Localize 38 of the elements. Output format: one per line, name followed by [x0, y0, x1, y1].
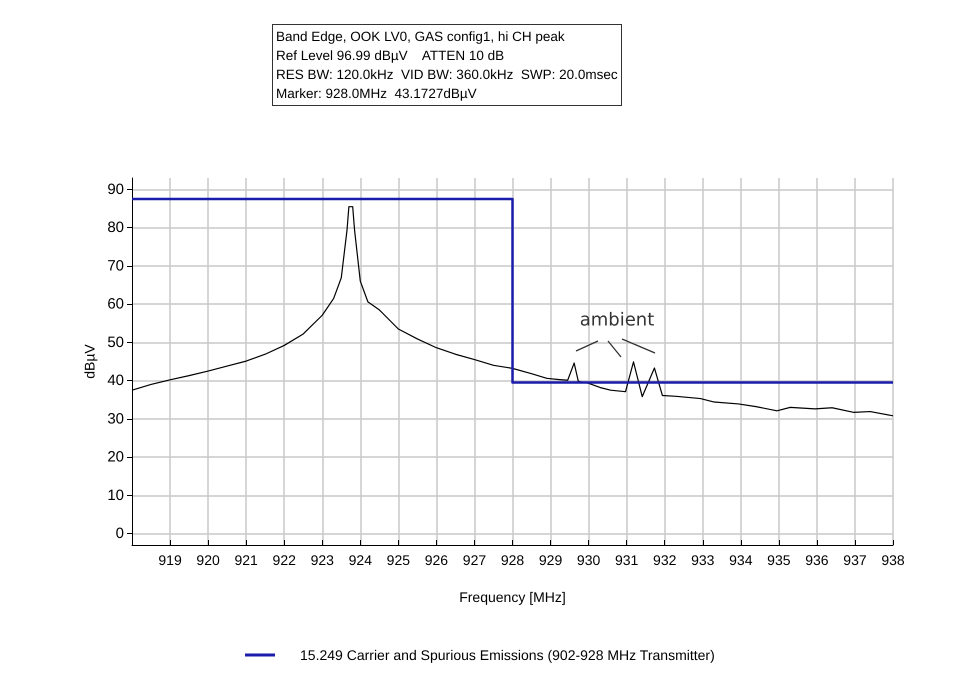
text: RES BW: 120.0kHz VID BW: 360.0kHz SWP: 20.0msec [276, 66, 618, 84]
x-tick-label: 919 [158, 552, 182, 568]
y-tick-label: 30 [107, 410, 124, 428]
x-tick-label: 932 [653, 552, 677, 568]
y-tick-label: 0 [116, 525, 124, 542]
x-tick-label: 937 [843, 552, 867, 568]
x-tick-label: 929 [538, 552, 562, 568]
x-tick-label: 928 [500, 552, 524, 568]
y-tick-label: 50 [107, 334, 124, 351]
legend-label: 15.249 Carrier and Spurious Emissions (902-928 MHz Transmitter) [300, 647, 715, 663]
x-tick-label: 930 [576, 552, 600, 568]
x-tick-label: 923 [310, 552, 334, 568]
x-tick-label: 933 [691, 552, 715, 568]
x-tick-label: 927 [462, 552, 486, 568]
x-tick-label: 920 [196, 552, 220, 568]
x-tick-label: 921 [234, 552, 258, 568]
x-tick-label: 938 [881, 552, 905, 568]
x-tick-label: 922 [272, 552, 296, 568]
y-tick-label: 70 [107, 257, 124, 274]
y-tick-label: 90 [107, 180, 124, 198]
text: Band Edge, OOK LV0, GAS config1, hi CH peak [276, 28, 566, 46]
y-tick-label: 20 [107, 448, 124, 466]
y-tick-label: 40 [107, 372, 124, 390]
x-tick-label: 935 [767, 552, 791, 568]
y-tick-label: 10 [107, 486, 124, 504]
x-tick-label: 924 [348, 552, 372, 568]
x-tick-label: 925 [386, 552, 410, 568]
text: Marker: 928.0MHz 43.1727dBµV [276, 85, 478, 103]
x-axis-title: Frequency [MHz] [459, 589, 566, 605]
text: Ref Level 96.99 dBµV ATTEN 10 dB [276, 47, 506, 65]
y-tick-label: 80 [107, 219, 124, 236]
x-tick-label: 934 [729, 552, 753, 568]
x-tick-label: 936 [805, 552, 829, 568]
x-tick-label: 931 [614, 552, 639, 568]
y-tick-label: 60 [107, 296, 124, 313]
x-tick-label: 926 [424, 552, 448, 568]
y-axis-title: dBµV [81, 344, 98, 379]
annotation: ambient [580, 310, 654, 330]
